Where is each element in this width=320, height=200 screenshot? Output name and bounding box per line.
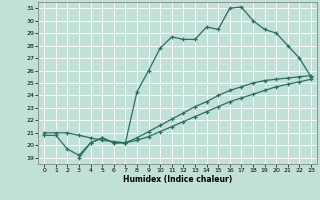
X-axis label: Humidex (Indice chaleur): Humidex (Indice chaleur) [123, 175, 232, 184]
